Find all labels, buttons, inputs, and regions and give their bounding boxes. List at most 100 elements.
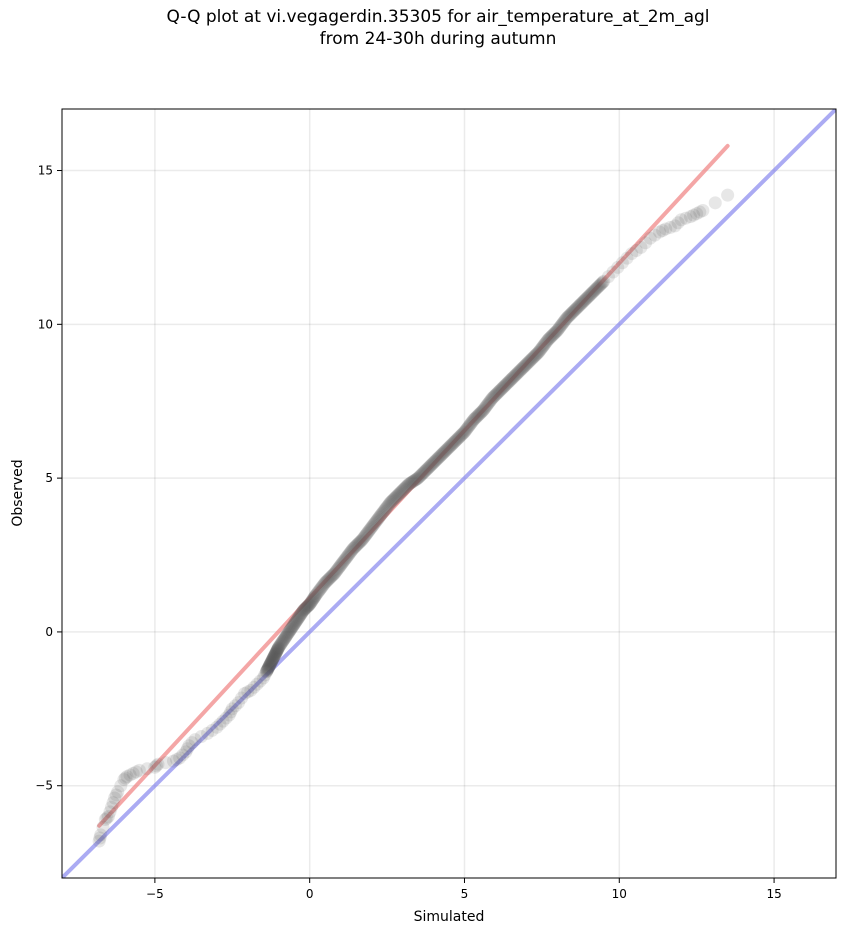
quantile-point-interp bbox=[496, 380, 510, 394]
quantile-point-interp bbox=[426, 456, 440, 470]
quantile-point-interp bbox=[547, 327, 561, 341]
quantile-point-interp bbox=[469, 411, 483, 425]
quantile-point-interp bbox=[450, 432, 464, 446]
quantile-point-interp bbox=[562, 308, 576, 322]
quantile-point-interp bbox=[382, 497, 396, 511]
quantile-point bbox=[467, 413, 481, 427]
quantile-point-interp bbox=[325, 569, 339, 583]
x-tick-label: −5 bbox=[146, 887, 164, 901]
quantile-point-interp bbox=[523, 353, 537, 367]
quantile-point-interp bbox=[434, 448, 448, 462]
quantile-point-interp bbox=[473, 406, 487, 420]
quantile-point-interp bbox=[353, 535, 367, 549]
quantile-point bbox=[560, 311, 574, 325]
quantile-point-interp bbox=[459, 423, 473, 437]
quantile-point bbox=[278, 631, 292, 645]
quantile-point-interp bbox=[280, 627, 294, 641]
quantile-point-interp bbox=[524, 352, 538, 366]
quantile-point-interp bbox=[442, 441, 456, 455]
quantile-point-interp bbox=[287, 617, 301, 631]
quantile-point-interp bbox=[262, 660, 276, 674]
quantile-point-interp bbox=[261, 662, 275, 676]
x-tick-label: 15 bbox=[766, 887, 781, 901]
quantile-point-interp bbox=[266, 651, 280, 665]
quantile-point-interp bbox=[270, 643, 284, 657]
quantile-point-interp bbox=[601, 270, 615, 284]
quantile-point-interp bbox=[414, 468, 428, 482]
quantile-point-interp bbox=[488, 388, 502, 402]
quantile-point-interp bbox=[297, 603, 311, 617]
quantile-point-interp bbox=[479, 400, 493, 414]
quantile-point-interp bbox=[270, 643, 284, 657]
quantile-point-interp bbox=[443, 440, 457, 454]
quantile-point-interp bbox=[465, 415, 479, 429]
quantile-point-interp bbox=[363, 523, 377, 537]
quantile-point-interp bbox=[282, 626, 296, 640]
quantile-point bbox=[634, 240, 648, 254]
quantile-point-interp bbox=[501, 375, 515, 389]
quantile-point-interp bbox=[511, 365, 525, 379]
quantile-point-interp bbox=[596, 275, 610, 289]
quantile-point-interp bbox=[693, 205, 707, 219]
chart-title-line-2: from 24-30h during autumn bbox=[319, 29, 557, 49]
quantile-point-interp bbox=[486, 390, 500, 404]
quantile-point bbox=[225, 702, 239, 716]
quantile-point bbox=[210, 720, 224, 734]
y-tick-label: −5 bbox=[35, 779, 53, 793]
quantile-point-interp bbox=[536, 339, 550, 353]
quantile-point bbox=[392, 487, 406, 500]
y-axis-label: Observed bbox=[10, 459, 26, 526]
quantile-point-interp bbox=[384, 495, 398, 509]
quantile-point-interp bbox=[544, 330, 558, 344]
quantile-point bbox=[238, 686, 252, 700]
quantile-point bbox=[166, 754, 180, 768]
quantile-point bbox=[569, 302, 583, 316]
quantile-point-interp bbox=[332, 560, 346, 574]
quantile-point-interp bbox=[292, 611, 306, 625]
x-tick-label: 5 bbox=[461, 887, 469, 901]
quantile-point-interp bbox=[292, 610, 306, 624]
quantile-point bbox=[597, 274, 611, 288]
quantile-point-interp bbox=[576, 295, 590, 309]
quantile-point-interp bbox=[320, 574, 334, 588]
quantile-point bbox=[696, 204, 710, 218]
quantile-point-interp bbox=[271, 642, 285, 656]
chart-title-line-1: Q-Q plot at vi.vegagerdin.35305 for air_… bbox=[166, 7, 710, 27]
quantile-point-interp bbox=[403, 477, 417, 491]
quantile-point-interp bbox=[566, 305, 580, 319]
quantile-point-interp bbox=[262, 659, 276, 673]
quantile-point-interp bbox=[114, 779, 128, 793]
quantile-point-interp bbox=[129, 765, 143, 779]
quantile-point-interp bbox=[458, 424, 472, 438]
quantile-point bbox=[98, 813, 112, 827]
quantile-point-interp bbox=[285, 621, 299, 635]
quantile-point bbox=[588, 283, 602, 297]
quantile-point-interp bbox=[573, 298, 587, 312]
quantile-point-interp bbox=[338, 553, 352, 567]
quantile-point-interp bbox=[270, 644, 284, 658]
quantile-point-interp bbox=[549, 325, 563, 339]
quantile-point bbox=[216, 714, 230, 728]
quantile-point-interp bbox=[378, 503, 392, 517]
quantile-point bbox=[383, 496, 397, 510]
quantile-point-interp bbox=[264, 656, 278, 670]
quantile-point-interp bbox=[556, 316, 570, 330]
quantile-point-interp bbox=[260, 664, 274, 678]
quantile-point-interp bbox=[322, 572, 336, 586]
quantile-point-interp bbox=[490, 387, 504, 401]
quantile-point-interp bbox=[265, 654, 279, 668]
quantile-point bbox=[374, 508, 388, 522]
quantile-point bbox=[101, 809, 115, 823]
quantile-point-interp bbox=[456, 427, 470, 441]
quantile-point-interp bbox=[545, 329, 559, 343]
quantile-point-interp bbox=[304, 595, 318, 609]
quantile-point-interp bbox=[493, 384, 507, 398]
quantile-point-interp bbox=[584, 287, 598, 301]
quantile-point-interp bbox=[302, 598, 316, 612]
quantile-point bbox=[108, 791, 122, 805]
quantile-point-interp bbox=[538, 336, 552, 350]
quantile-point bbox=[231, 696, 245, 710]
quantile-point-interp bbox=[477, 402, 491, 416]
quantile-point bbox=[120, 769, 134, 783]
quantile-point-interp bbox=[435, 447, 449, 461]
